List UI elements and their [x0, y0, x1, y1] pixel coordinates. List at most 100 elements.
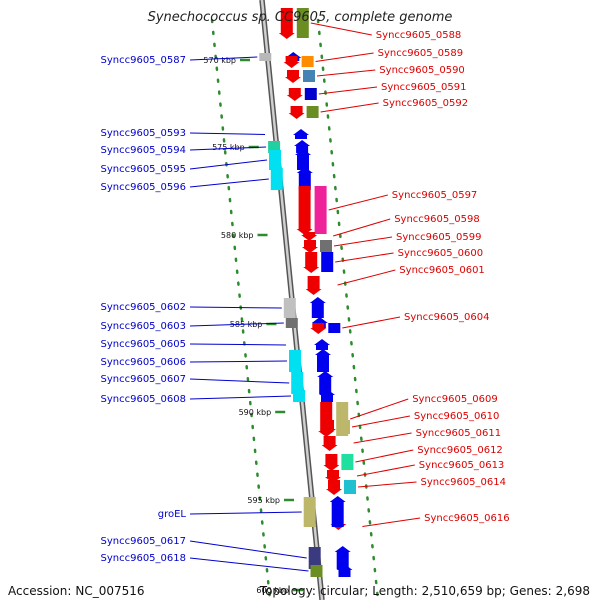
gene-leader [189, 306, 282, 309]
cog-box [293, 390, 305, 402]
gene-arrow [336, 564, 353, 577]
gene-arrow [301, 232, 318, 241]
gene-leader [351, 415, 410, 428]
gene-leader [353, 432, 412, 444]
gene-arrow [305, 276, 322, 295]
gene-label: Syncc9605_0595 [101, 164, 187, 175]
gene-arrow [285, 70, 301, 83]
gene-label: Syncc9605_0587 [101, 55, 187, 66]
gene-leader [328, 194, 388, 211]
cog-box [291, 372, 304, 394]
gene-label: Syncc9605_0604 [404, 312, 490, 323]
gene-label: Syncc9605_0601 [399, 265, 485, 276]
gene-leader [318, 86, 378, 95]
gene-leader [320, 102, 379, 113]
gene-leader [357, 481, 417, 488]
gene-arrow [309, 297, 326, 318]
gene-leader [356, 464, 415, 477]
gene-leader [333, 236, 393, 247]
gene-label: Syncc9605_0602 [101, 302, 187, 313]
gene-leader [335, 252, 394, 263]
cog-box [314, 186, 327, 234]
cog-box [296, 8, 309, 38]
cog-box [328, 323, 341, 333]
gene-leader [189, 360, 288, 363]
outer-reverse-dotted-line [316, 18, 380, 602]
gene-label: Syncc9605_0589 [378, 48, 464, 59]
cog-box [285, 318, 298, 328]
length-label: Length: [372, 584, 418, 598]
gene-arrow [295, 149, 311, 170]
gene-leader [189, 159, 268, 170]
cog-box [321, 252, 334, 272]
gene-label: Syncc9605_0616 [424, 513, 510, 524]
gene-arrow [310, 323, 327, 334]
gene-label: Syncc9605_0614 [421, 477, 507, 488]
cog-box [301, 56, 314, 67]
genes-label: Genes: [509, 584, 552, 598]
gene-label: Syncc9605_0611 [416, 428, 502, 439]
gene-label: Syncc9605_0599 [396, 232, 482, 243]
cog-box [259, 53, 272, 61]
gene-leader [316, 69, 376, 77]
gene-arrow [323, 454, 340, 471]
gene-leader [189, 557, 309, 572]
tick-label: 580 kbp [221, 231, 254, 240]
gene-label: Syncc9605_0597 [392, 190, 478, 201]
gene-arrow [320, 420, 336, 435]
gene-leader [189, 178, 269, 188]
cog-box [306, 106, 319, 118]
gene-leader [337, 269, 396, 286]
cog-box [269, 150, 281, 170]
map-title: Synechococcus sp. CC9605, complete genom… [147, 10, 453, 25]
cog-box [289, 350, 301, 372]
gene-arrow [303, 252, 320, 273]
cog-box [303, 70, 315, 82]
gene-leader [189, 56, 258, 61]
gene-label: Syncc9605_0607 [101, 374, 187, 385]
gene-label: Syncc9605_0590 [379, 65, 465, 76]
genome-summary: Topology: circular; Length: 2,510,659 bp; … [260, 584, 590, 598]
gene-leader [189, 378, 290, 384]
gene-label: groEL [158, 509, 187, 520]
outer-forward-dotted-line [210, 18, 272, 602]
tick-label: 595 kbp [247, 496, 280, 505]
cog-box [304, 88, 317, 100]
gene-label: Syncc9605_0592 [383, 98, 469, 109]
gene-leader [362, 517, 421, 527]
gene-arrow [288, 106, 305, 119]
gene-arrow [296, 167, 313, 190]
gene-label: Syncc9605_0617 [101, 536, 187, 547]
topology-value: circular; [319, 584, 369, 598]
cog-box [338, 420, 350, 434]
tick-label: 600 kbp [256, 586, 289, 595]
cog-box [320, 240, 332, 252]
gene-label: Syncc9605_0588 [376, 30, 462, 41]
gene-leader [333, 218, 391, 237]
gene-label: Syncc9605_0594 [101, 145, 187, 156]
gene-label: Syncc9605_0591 [381, 82, 467, 93]
gene-arrow [296, 186, 313, 235]
gene-label: Syncc9605_0596 [101, 182, 187, 193]
gene-leader [342, 316, 401, 329]
gene-leader [189, 146, 267, 151]
tick-label: 590 kbp [239, 408, 272, 417]
cog-box [303, 497, 316, 527]
gene-leader [189, 322, 284, 327]
accession-label: Accession: [8, 584, 72, 598]
cog-box [341, 454, 354, 470]
topology-label: Topology: [259, 584, 316, 598]
gene-label: Syncc9605_0605 [101, 339, 187, 350]
gene-arrow [302, 240, 318, 253]
gene-arrow [325, 470, 341, 483]
gene-leader [310, 22, 372, 36]
gene-label: Syncc9605_0610 [414, 411, 500, 422]
gene-arrow [329, 496, 346, 527]
cog-box [344, 480, 356, 494]
gene-leader [189, 343, 287, 346]
gene-label: Syncc9605_0598 [394, 214, 480, 225]
gene-arrow [334, 546, 351, 569]
gene-leader [350, 398, 409, 420]
gene-label: Syncc9605_0612 [417, 445, 503, 456]
